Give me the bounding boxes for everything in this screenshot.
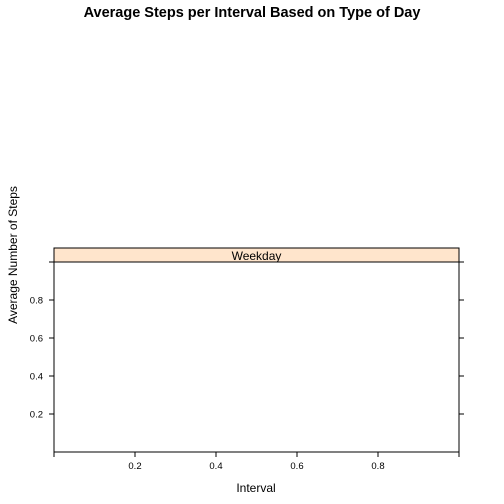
y-axis-ticks-left [49,261,54,415]
plot-panel [53,261,460,453]
y-tick-label: 0.2 [30,410,43,421]
y-axis-ticks-right [459,261,464,415]
y-tick-label: 0.4 [30,372,43,383]
x-tick-label: 0.4 [209,461,222,472]
x-axis-tick-labels: 0.2 0.4 0.6 0.8 [128,461,384,472]
chart-title: Average Steps per Interval Based on Type… [84,5,421,21]
y-tick-label: 0.6 [30,334,43,345]
x-tick-label: 0.8 [371,461,384,472]
x-axis-label: Interval [236,481,275,495]
y-axis-tick-labels: 0.2 0.4 0.6 0.8 [30,296,43,421]
x-axis-ticks-bottom [53,452,460,457]
x-tick-label: 0.6 [290,461,303,472]
x-tick-label: 0.2 [128,461,141,472]
y-tick-label: 0.8 [30,296,43,307]
panel-strip-label: Weekday [232,249,282,263]
y-axis-label: Average Number of Steps [6,186,20,324]
x-axis-ticks-top [54,248,378,452]
